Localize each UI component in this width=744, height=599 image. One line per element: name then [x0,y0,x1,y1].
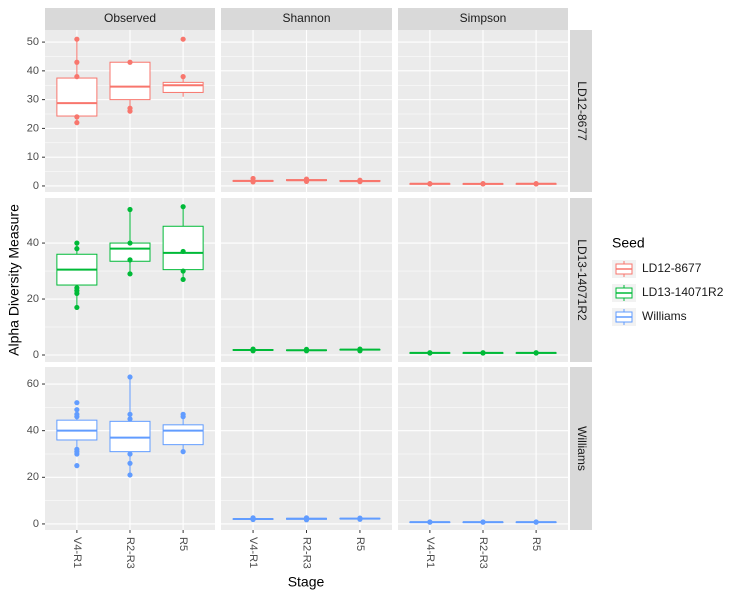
point [74,36,80,42]
strip-label: LD13-14071R2 [575,239,589,321]
point [533,519,539,525]
point [127,472,133,478]
strip [570,198,592,362]
point [74,400,80,406]
box [109,420,151,453]
point [74,74,80,80]
point [533,181,539,187]
strip [570,30,592,192]
point [74,407,80,413]
y-tick-label: 40 [27,65,39,77]
box [162,424,204,446]
point [427,181,433,187]
y-tick-label: 20 [27,293,39,305]
point [74,114,80,120]
point [533,350,539,356]
point [127,271,133,277]
x-tick-label: R5 [354,537,366,551]
point [180,36,186,42]
point [74,446,80,452]
y-tick-label: 0 [33,180,39,192]
x-tick-label: V4-R1 [71,537,83,568]
strip-label: LD12-8677 [575,81,589,141]
y-axis-title: Alpha Diversity Measure [6,204,22,356]
point [250,515,256,521]
y-tick-label: 40 [27,237,39,249]
point [180,449,186,455]
point [180,74,186,80]
x-tick-label: R5 [530,537,542,551]
y-tick-label: 20 [27,471,39,483]
point [250,175,256,182]
legend-label: LD13-14071R2 [642,285,724,299]
y-tick-label: 0 [33,518,39,530]
legend-label: LD12-8677 [642,261,702,275]
y-tick-label: 0 [33,349,39,361]
point [127,374,133,380]
strip [221,8,392,30]
point [427,350,433,356]
box [162,225,204,271]
point [180,268,186,274]
point [180,248,186,255]
x-tick-label: R2-R3 [124,537,136,569]
point [74,463,80,469]
point [357,515,363,521]
point [74,246,80,252]
point [127,416,133,422]
point [127,411,133,417]
point [480,181,486,187]
point [180,204,186,210]
y-tick-label: 10 [27,151,39,163]
point [180,276,186,283]
point [127,460,133,466]
strip-label: Simpson [460,11,507,25]
legend-title: Seed [612,235,645,251]
strip-label: Williams [575,426,589,471]
point [74,59,80,65]
point [480,519,486,525]
point [74,304,80,311]
point [127,257,133,263]
point [127,206,133,213]
point [180,411,186,417]
y-tick-label: 40 [27,425,39,437]
strip-label: Observed [104,11,156,25]
x-tick-label: R2-R3 [301,537,313,569]
point [127,240,133,246]
point [74,120,80,126]
point [74,240,80,246]
strip [398,8,568,30]
point [250,346,256,352]
point [303,515,310,521]
point [74,285,80,291]
point [127,105,133,111]
point [357,346,363,352]
strip [570,367,592,530]
point [303,346,310,353]
box [109,61,151,101]
point [357,177,363,183]
x-tick-label: R5 [177,537,189,551]
y-tick-label: 20 [27,122,39,134]
y-tick-label: 60 [27,378,39,390]
strip [45,8,215,30]
point [427,519,433,525]
y-tick-label: 50 [27,36,39,48]
point [127,59,133,65]
point [303,176,310,182]
box [162,81,204,93]
point [480,350,486,356]
strip-label: Shannon [282,11,330,25]
x-tick-label: R2-R3 [477,537,489,569]
legend-label: Williams [642,309,687,323]
x-tick-label: V4-R1 [247,537,259,568]
point [127,451,133,457]
point [74,411,80,417]
y-tick-label: 30 [27,94,39,106]
x-axis-title: Stage [288,574,325,590]
x-tick-label: V4-R1 [424,537,436,568]
box [56,77,98,117]
